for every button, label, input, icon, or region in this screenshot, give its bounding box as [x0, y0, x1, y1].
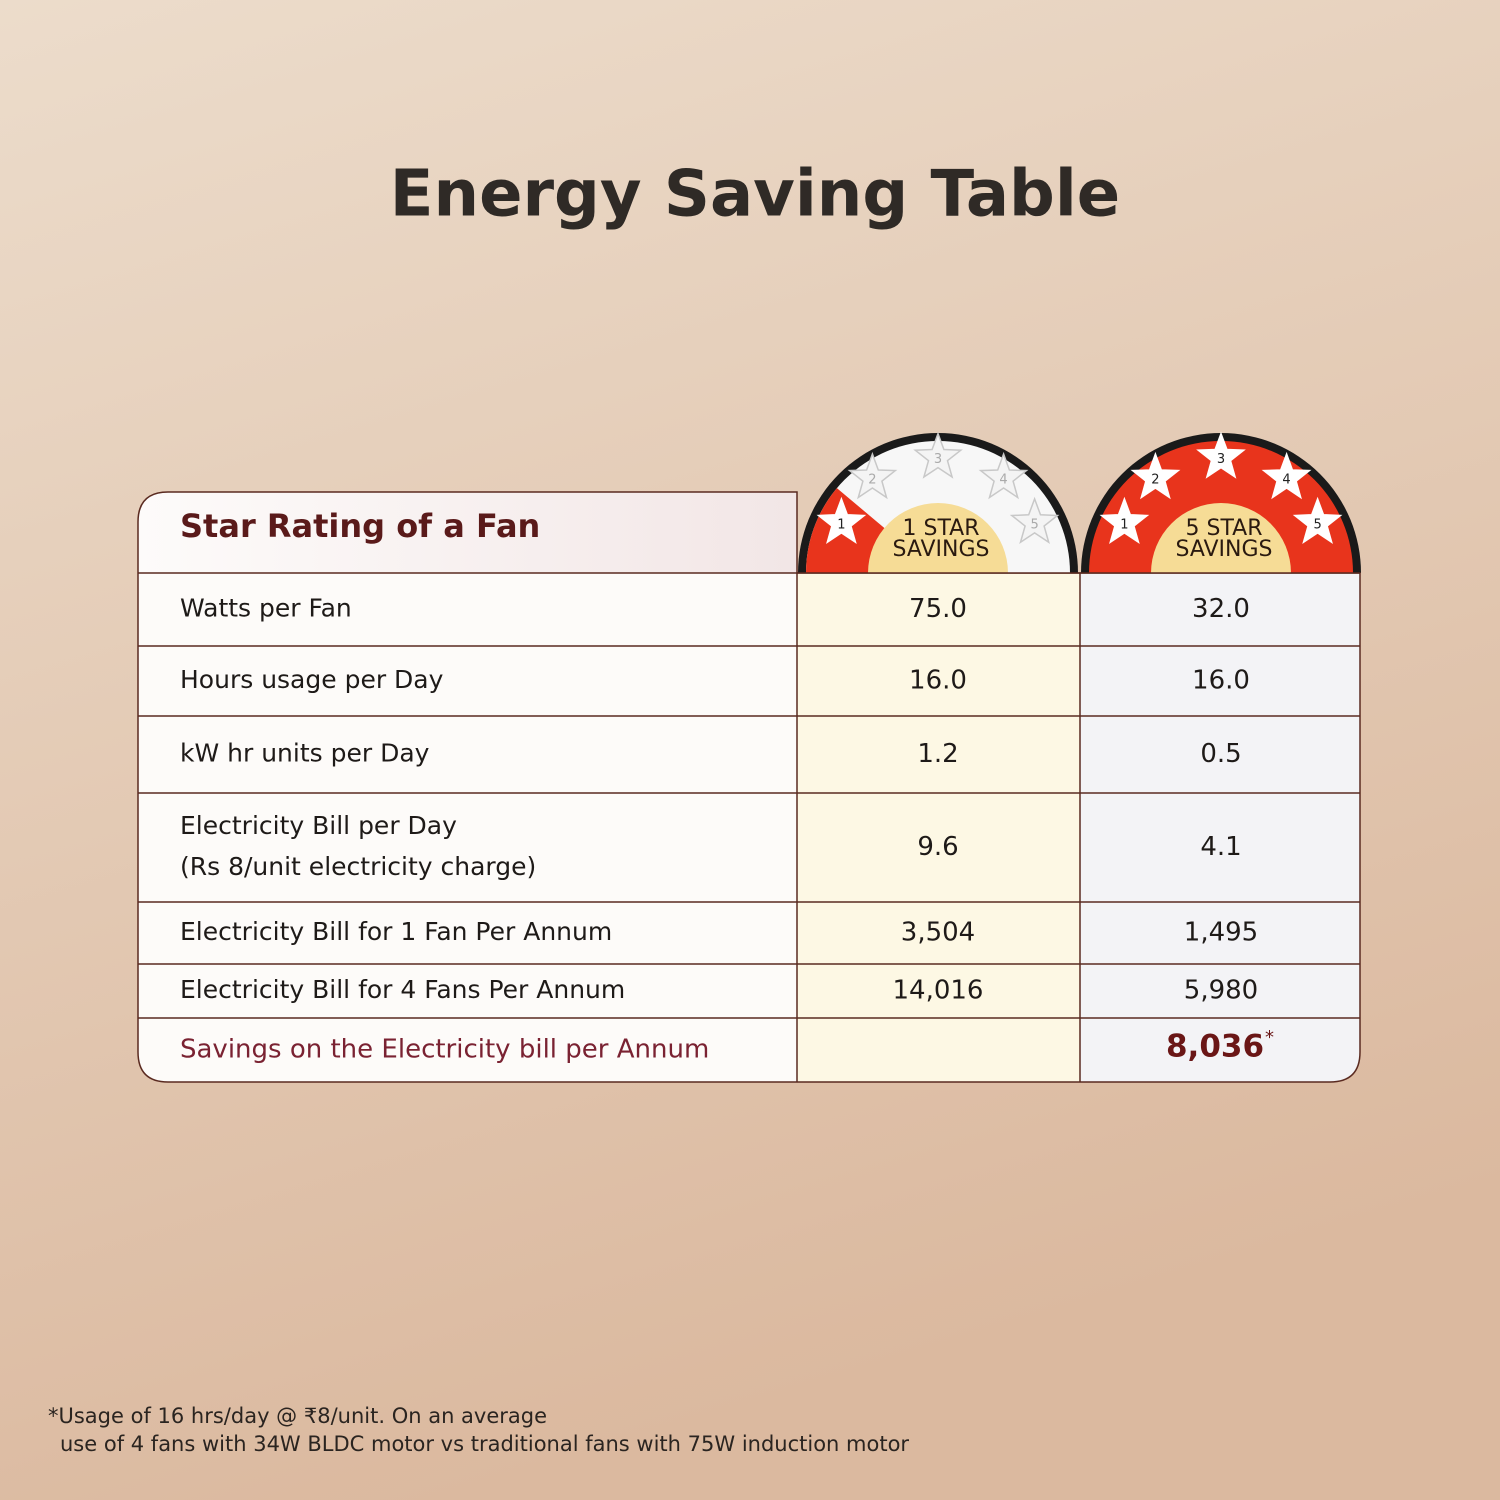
- cell-value: 9.6: [917, 832, 958, 862]
- cell-value: 0.5: [1200, 739, 1241, 769]
- savings-mark: *: [1265, 1027, 1274, 1048]
- badge-text: SAVINGS: [1175, 537, 1272, 562]
- star: [1009, 496, 1060, 545]
- row-label: Watts per Fan: [180, 594, 352, 623]
- table-bg: [138, 492, 1360, 1082]
- star: [1130, 451, 1181, 500]
- cell-value: 16.0: [909, 666, 967, 696]
- row-label: Electricity Bill for 1 Fan Per Annum: [180, 917, 612, 946]
- title: Energy Saving Table: [390, 158, 1120, 232]
- star: [847, 451, 898, 500]
- cell-value: 14,016: [893, 976, 984, 1006]
- star-number: 1: [837, 517, 845, 532]
- badge-text: 1 STAR: [902, 516, 979, 541]
- savings-value: 8,036: [1166, 1029, 1264, 1065]
- row-label: Electricity Bill per Day: [180, 811, 457, 840]
- badge-inner: [868, 503, 1008, 573]
- savings-label: Savings on the Electricity bill per Annu…: [180, 1035, 709, 1065]
- cell-value: 32.0: [1192, 594, 1250, 624]
- star-number: 2: [868, 473, 876, 488]
- row-label: (Rs 8/unit electricity charge): [180, 852, 536, 881]
- row-label: kW hr units per Day: [180, 739, 430, 768]
- star-number: 3: [934, 452, 942, 467]
- row-label: Hours usage per Day: [180, 665, 444, 694]
- star: [913, 431, 963, 479]
- cell-value: 16.0: [1192, 666, 1250, 696]
- star: [978, 451, 1029, 500]
- star-number: 2: [1151, 473, 1159, 488]
- cell-value: 75.0: [909, 594, 967, 624]
- star-number: 5: [1313, 517, 1321, 532]
- cell-value: 4.1: [1200, 832, 1241, 862]
- star: [1261, 451, 1312, 500]
- badge-text: 5 STAR: [1185, 516, 1262, 541]
- badge-text: SAVINGS: [892, 537, 989, 562]
- cell-value: 3,504: [901, 918, 975, 948]
- footnote: use of 4 fans with 34W BLDC motor vs tra…: [60, 1432, 909, 1456]
- table-border: [137, 491, 1361, 1083]
- star-number: 1: [1120, 517, 1128, 532]
- cell-value: 1.2: [917, 739, 958, 769]
- star: [1196, 431, 1246, 479]
- table-header: Star Rating of a Fan: [180, 507, 540, 545]
- star-number: 3: [1217, 452, 1225, 467]
- footnote: *Usage of 16 hrs/day @ ₹8/unit. On an av…: [48, 1404, 547, 1428]
- row-label: Electricity Bill for 4 Fans Per Annum: [180, 975, 625, 1004]
- badge-inner: [1151, 503, 1291, 573]
- star-number: 5: [1030, 517, 1038, 532]
- table: Watts per Fan 75.0 32.0 Hours usage per Day…: [48, 431, 1361, 1456]
- star-number: 4: [999, 473, 1007, 488]
- star: [816, 496, 867, 545]
- star: [1099, 496, 1150, 545]
- cell-value: 1,495: [1184, 918, 1258, 948]
- star-number: 4: [1282, 473, 1290, 488]
- star: [1292, 496, 1343, 545]
- cell-value: 5,980: [1184, 976, 1258, 1006]
